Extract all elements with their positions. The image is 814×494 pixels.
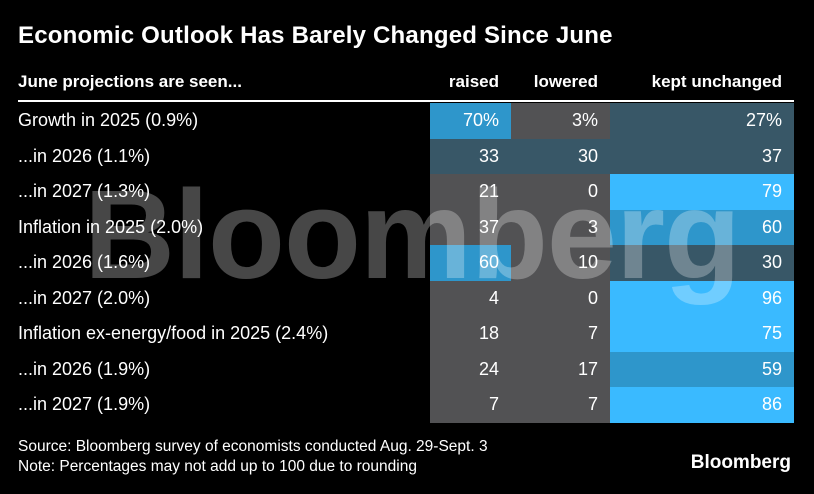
bloomberg-logo: Bloomberg [690,452,791,473]
table-row: ...in 2027 (1.9%) 7 7 86 [0,387,814,423]
note-line: Note: Percentages may not add up to 100 … [18,458,417,475]
cell-raised: 4 [430,280,511,317]
row-label: ...in 2027 (2.0%) [18,287,151,308]
column-header-kept-unchanged: kept unchanged [651,72,782,91]
cell-raised: 18 [430,316,511,352]
cell-lowered: 3% [511,103,610,139]
row-label: Inflation in 2025 (2.0%) [18,216,204,237]
cell-kept-unchanged: 59 [610,351,794,388]
cell-kept-unchanged: 79 [610,174,794,210]
cell-raised: 33 [430,138,511,175]
cell-lowered: 0 [511,280,610,317]
cell-kept-unchanged: 60 [610,209,794,246]
cell-lowered: 7 [511,316,610,352]
cell-raised: 7 [430,387,511,423]
table-row: ...in 2026 (1.1%) 33 30 37 [0,138,814,175]
cell-raised: 24 [430,351,511,388]
cell-lowered: 7 [511,387,610,423]
column-header-lowered: lowered [533,72,598,91]
heatmap-table: Growth in 2025 (0.9%) 70% 3% 27% ...in 2… [0,103,814,423]
cell-lowered: 0 [511,174,610,210]
cell-kept-unchanged: 27% [610,103,794,139]
row-label: ...in 2027 (1.3%) [18,181,151,202]
row-label: Growth in 2025 (0.9%) [18,110,199,130]
cell-kept-unchanged: 37 [610,138,794,175]
cell-raised: 21 [430,174,511,210]
row-axis-label: June projections are seen... [18,72,242,91]
table-row: ...in 2026 (1.6%) 60 10 30 [0,245,814,281]
footer-notes: Source: Bloomberg survey of economists c… [18,437,488,477]
cell-lowered: 17 [511,351,610,388]
cell-kept-unchanged: 75 [610,316,794,352]
row-label: Inflation ex-energy/food in 2025 (2.4%) [18,323,329,344]
row-label: ...in 2026 (1.9%) [18,358,151,379]
table-row: Inflation in 2025 (2.0%) 37 3 60 [0,209,814,246]
table-row: ...in 2027 (1.3%) 21 0 79 [0,174,814,210]
cell-lowered: 10 [511,245,610,281]
table-row: Growth in 2025 (0.9%) 70% 3% 27% [0,103,814,139]
row-label: ...in 2026 (1.1%) [18,145,151,166]
header-divider-line [18,100,794,102]
cell-raised: 60 [430,245,511,281]
table-row: ...in 2026 (1.9%) 24 17 59 [0,351,814,388]
cell-kept-unchanged: 86 [610,387,794,423]
cell-kept-unchanged: 30 [610,245,794,281]
cell-lowered: 30 [511,138,610,175]
cell-kept-unchanged: 96 [610,280,794,317]
column-header-row: June projections are seen... raised lowe… [0,70,814,94]
row-label: ...in 2026 (1.6%) [18,252,151,273]
source-line: Source: Bloomberg survey of economists c… [18,438,488,455]
column-header-raised: raised [448,72,499,91]
cell-raised: 37 [430,209,511,246]
cell-lowered: 3 [511,209,610,246]
cell-raised: 70% [430,103,511,139]
table-row: Inflation ex-energy/food in 2025 (2.4%) … [0,316,814,352]
row-label: ...in 2027 (1.9%) [18,394,151,415]
table-row: ...in 2027 (2.0%) 4 0 96 [0,280,814,317]
chart-title: Economic Outlook Has Barely Changed Sinc… [18,22,613,49]
